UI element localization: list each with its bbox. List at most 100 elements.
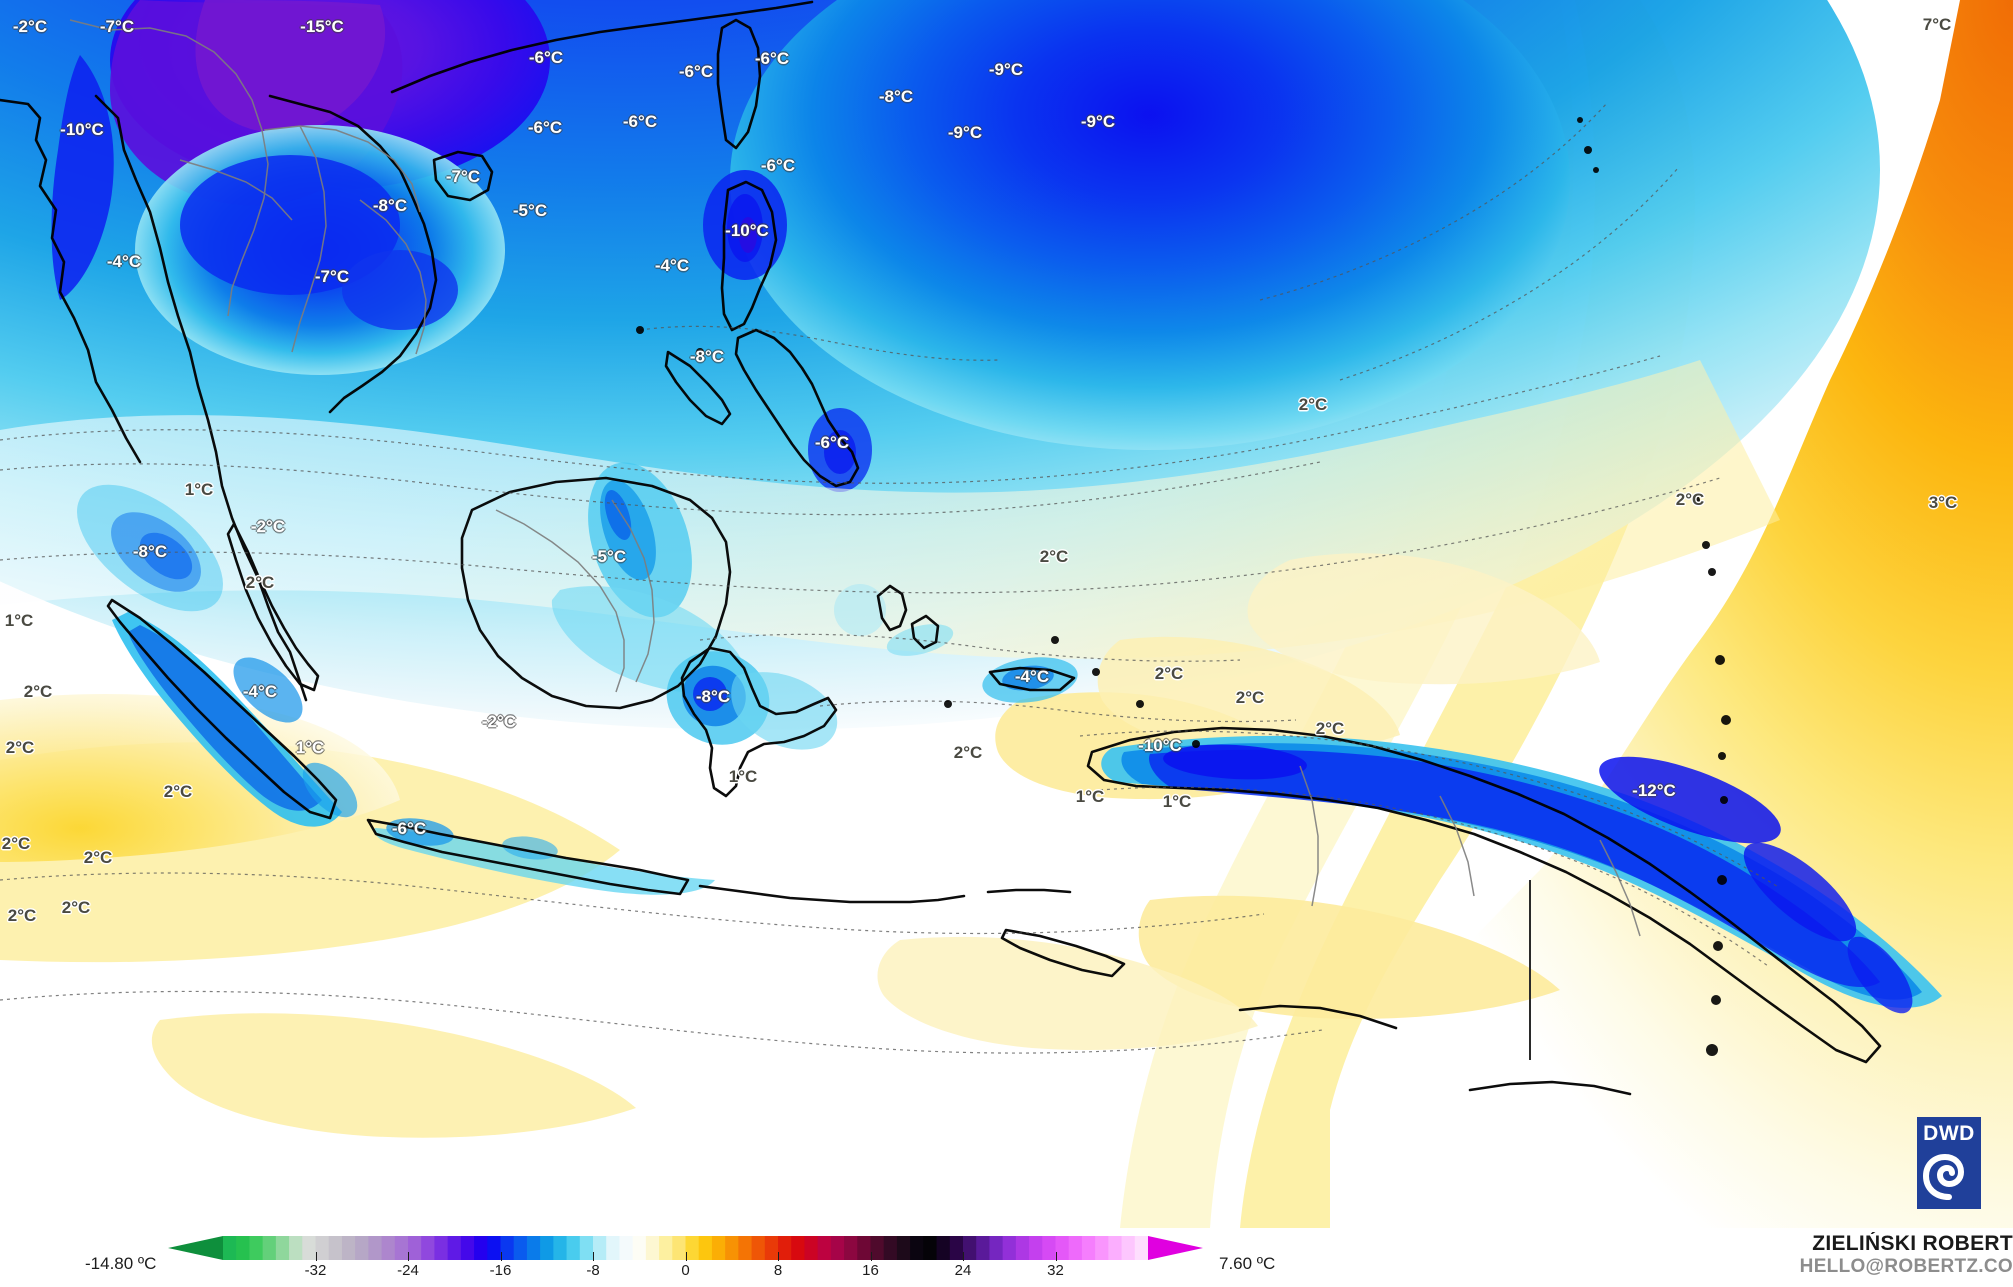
scale-tick-mark [778,1252,779,1261]
color-swatch [262,1236,277,1260]
scale-tick-mark [1055,1252,1057,1261]
color-swatch [1042,1236,1057,1260]
color-swatch [236,1236,251,1260]
color-swatch [579,1236,594,1260]
color-swatch [381,1236,396,1260]
color-swatch [355,1236,369,1260]
color-swatch [223,1236,237,1260]
color-swatch [553,1236,568,1260]
color-swatch [328,1236,343,1260]
temperature-anomaly-map[interactable]: -2°C -7°C -15°C -10°C -8°C -4°C -7°C -6°C -8°C -6… [0,0,2013,1228]
color-swatch [249,1236,264,1260]
color-swatch [698,1236,713,1260]
color-swatch [1108,1236,1123,1260]
color-swatch [910,1236,924,1260]
dwd-logo-text: DWD [1923,1122,1975,1145]
scale-tick-label: 16 [862,1262,879,1279]
author-name: ZIELIŃSKI ROBERT [1812,1232,2013,1255]
color-swatch [844,1236,858,1260]
orographic-cold-cores [77,194,1942,1014]
color-swatch [711,1236,726,1260]
color-swatch [275,1236,290,1260]
contour-lines [0,101,1781,1054]
color-scale[interactable] [168,1236,1203,1260]
color-swatch [421,1236,436,1260]
color-swatch [315,1236,330,1260]
credit-block: ZIELIŃSKI ROBERT HELLO@ROBERTZ.CO [1453,1232,2013,1279]
color-swatch [738,1236,753,1260]
scale-tick-mark [408,1252,409,1261]
color-swatch [751,1236,766,1260]
scale-tick-label: 24 [954,1262,972,1279]
color-swatch [341,1236,356,1260]
scale-tick-label: -24 [397,1262,419,1279]
color-swatch [883,1236,898,1260]
color-swatch [963,1236,977,1260]
color-swatch [764,1236,779,1260]
scale-right-arrow [1148,1236,1203,1260]
color-swatch [817,1236,832,1260]
color-swatch [566,1236,581,1260]
color-swatch [804,1236,819,1260]
color-swatch [540,1236,554,1260]
color-swatch [949,1236,964,1260]
scale-tick-mark [870,1252,872,1261]
color-swatch [1029,1236,1043,1260]
color-swatch [460,1236,475,1260]
color-swatch [672,1236,687,1260]
map-canvas [0,0,2013,1228]
color-swatch [593,1236,607,1260]
color-swatch [857,1236,872,1260]
scale-tick-mark [500,1252,502,1261]
scale-tick-mark [315,1252,317,1261]
color-swatch [659,1236,673,1260]
color-swatch [526,1236,541,1260]
color-swatch [474,1236,488,1260]
color-swatch [394,1236,409,1260]
color-swatch [487,1236,502,1260]
color-swatch [434,1236,449,1260]
color-swatch [1121,1236,1136,1260]
island-specks [636,117,1731,1056]
color-swatch [408,1236,422,1260]
scale-tick-label: -16 [489,1262,512,1279]
national-borders [69,19,1641,937]
color-swatch [989,1236,1004,1260]
scale-tick-label: 8 [773,1262,783,1279]
scale-min-label: -14.80 ºC [85,1254,157,1273]
color-swatch [870,1236,885,1260]
legend-bar [0,1228,2013,1287]
color-scale-swatches [168,1236,1203,1260]
coastlines [0,0,1882,1096]
color-swatch [976,1236,991,1260]
author-email: HELLO@ROBERTZ.CO [1799,1256,2013,1278]
scale-tick-label: -32 [304,1262,327,1279]
scale-tick-mark [963,1252,964,1261]
color-swatch [368,1236,383,1260]
color-swatch [936,1236,951,1260]
color-swatch [632,1236,647,1260]
color-swatch [1002,1236,1017,1260]
color-swatch [1095,1236,1109,1260]
scale-tick-mark [593,1252,594,1261]
color-swatch [725,1236,739,1260]
color-swatch [1015,1236,1030,1260]
color-swatch [447,1236,462,1260]
color-swatch [289,1236,303,1260]
color-swatch [778,1236,792,1260]
color-swatch [513,1236,528,1260]
scale-tick-label: -8 [586,1262,600,1279]
color-swatch [1081,1236,1096,1260]
color-swatch [1068,1236,1083,1260]
scale-left-arrow [168,1236,223,1260]
color-swatch [1055,1236,1070,1260]
scale-max-label: 7.60 ºC [1219,1254,1276,1273]
color-swatch [896,1236,911,1260]
color-swatch [1134,1236,1149,1260]
scale-tick-label: 0 [681,1262,690,1279]
color-swatch [830,1236,845,1260]
color-swatch [606,1236,621,1260]
scale-tick-mark [685,1252,687,1261]
color-swatch [923,1236,938,1260]
